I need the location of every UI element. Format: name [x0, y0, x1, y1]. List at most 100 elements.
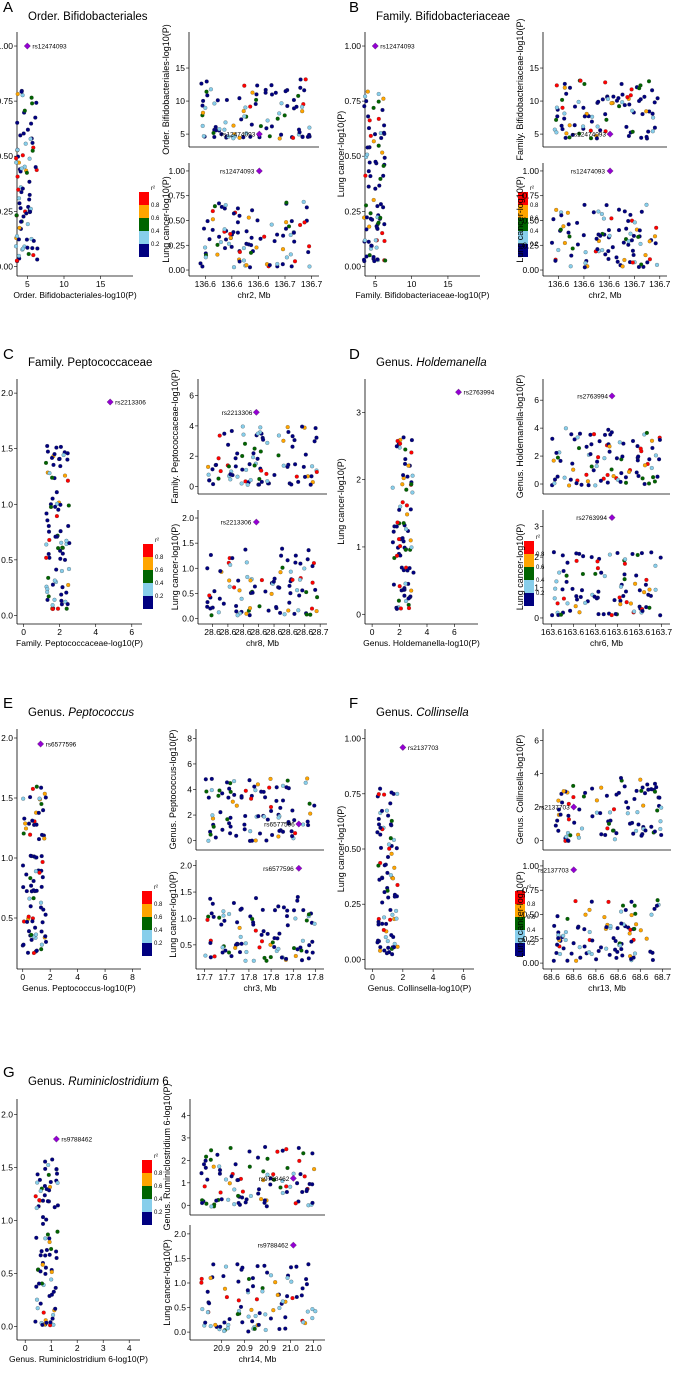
- snp-point: [15, 91, 20, 97]
- snp-point: [619, 947, 624, 952]
- snp-point: [598, 233, 603, 238]
- snp-point: [265, 931, 270, 936]
- snp-point: [222, 1328, 227, 1334]
- snp-point: [623, 475, 628, 480]
- panel-title-prefix: Family. Bifidobacteriaceae: [376, 11, 510, 23]
- snp-point: [244, 467, 249, 472]
- snp-point: [260, 1289, 265, 1294]
- snp-point: [281, 905, 286, 910]
- snp-point: [34, 855, 39, 860]
- snp-point: [43, 912, 48, 917]
- snp-point: [211, 1262, 216, 1267]
- snp-point: [217, 915, 222, 920]
- snp-point: [276, 834, 281, 839]
- snp-point: [378, 945, 383, 950]
- snp-point: [376, 863, 381, 868]
- snp-point: [290, 434, 295, 439]
- snp-point: [613, 611, 618, 617]
- snp-point: [295, 894, 300, 900]
- snp-point: [391, 934, 396, 940]
- snp-point: [644, 936, 649, 941]
- snp-point: [644, 134, 649, 139]
- snp-point: [250, 590, 255, 595]
- top-y-label: Order. Bifidobacteriales-log10(P): [161, 24, 171, 155]
- snp-point: [299, 958, 305, 963]
- lead-snp-marker: [255, 167, 263, 175]
- snp-point: [230, 556, 235, 561]
- snp-point: [290, 1296, 295, 1301]
- snp-point: [217, 1171, 222, 1176]
- snp-point: [275, 116, 280, 121]
- snp-point: [650, 950, 655, 955]
- snp-point: [37, 870, 42, 875]
- snp-point: [264, 126, 269, 131]
- snp-point: [634, 470, 639, 475]
- snp-point: [597, 439, 602, 444]
- snp-point: [371, 139, 376, 144]
- panel-letter: E: [3, 695, 13, 712]
- snp-point: [290, 808, 295, 813]
- snp-point: [590, 786, 595, 791]
- snp-point: [640, 476, 645, 481]
- snp-point: [232, 779, 237, 784]
- bottom-y-tick-label: 0.00: [522, 958, 539, 968]
- snp-point: [622, 209, 627, 214]
- snp-point: [280, 1190, 285, 1196]
- snp-point: [310, 564, 315, 569]
- snp-point: [243, 813, 248, 819]
- snp-point: [600, 97, 605, 102]
- snp-point: [634, 573, 639, 578]
- snp-point: [41, 808, 46, 813]
- snp-point: [33, 925, 38, 930]
- snp-point: [52, 452, 57, 457]
- snp-point: [375, 830, 380, 835]
- snp-point: [558, 612, 564, 617]
- bottom-y-tick-label: 0.00: [168, 265, 185, 275]
- snp-point: [244, 611, 249, 616]
- snp-point: [604, 117, 609, 122]
- top-y-tick-label: 5: [534, 129, 539, 139]
- snp-point: [280, 262, 285, 267]
- snp-point: [66, 582, 71, 588]
- snp-point: [209, 788, 214, 793]
- scatter-x-tick-label: 10: [59, 279, 69, 289]
- snp-point: [380, 107, 385, 113]
- snp-point: [575, 435, 580, 440]
- snp-point: [386, 813, 391, 818]
- snp-point: [659, 832, 664, 838]
- snp-point: [366, 126, 372, 131]
- snp-point: [606, 256, 611, 262]
- bottom-plot: 0.51.01.52.017.7 17.7 17.8 17.8 17.8 17.8rs65…: [168, 860, 324, 993]
- snp-point: [562, 111, 567, 116]
- snp-point: [609, 101, 614, 106]
- snp-point: [285, 1165, 290, 1171]
- snp-point: [34, 1297, 40, 1302]
- scatter-y-tick-label: 1.00: [344, 41, 361, 51]
- legend-swatch: [139, 231, 149, 244]
- scatter-y-tick-label: 0.50: [344, 844, 361, 854]
- lead-snp-label: rs2137703: [408, 745, 439, 752]
- snp-point: [288, 569, 293, 574]
- snp-point: [242, 114, 247, 119]
- snp-point: [605, 96, 610, 102]
- snp-point: [392, 865, 397, 870]
- snp-point: [622, 561, 627, 566]
- snp-point: [295, 588, 300, 593]
- snp-point: [567, 123, 572, 128]
- snp-point: [365, 145, 370, 150]
- snp-point: [658, 819, 663, 824]
- top-y-tick-label: 10: [530, 96, 540, 106]
- snp-point: [652, 789, 658, 794]
- snp-point: [313, 587, 318, 592]
- scatter-y-tick-label: 2: [356, 475, 361, 485]
- top-y-label: Genus. Ruminiclostridium 6-log10(P): [162, 1083, 172, 1230]
- snp-point: [600, 248, 605, 253]
- snp-point: [213, 124, 218, 130]
- lead-snp-marker: [252, 518, 260, 526]
- snp-point: [401, 473, 406, 478]
- snp-point: [20, 186, 25, 191]
- snp-point: [362, 238, 367, 243]
